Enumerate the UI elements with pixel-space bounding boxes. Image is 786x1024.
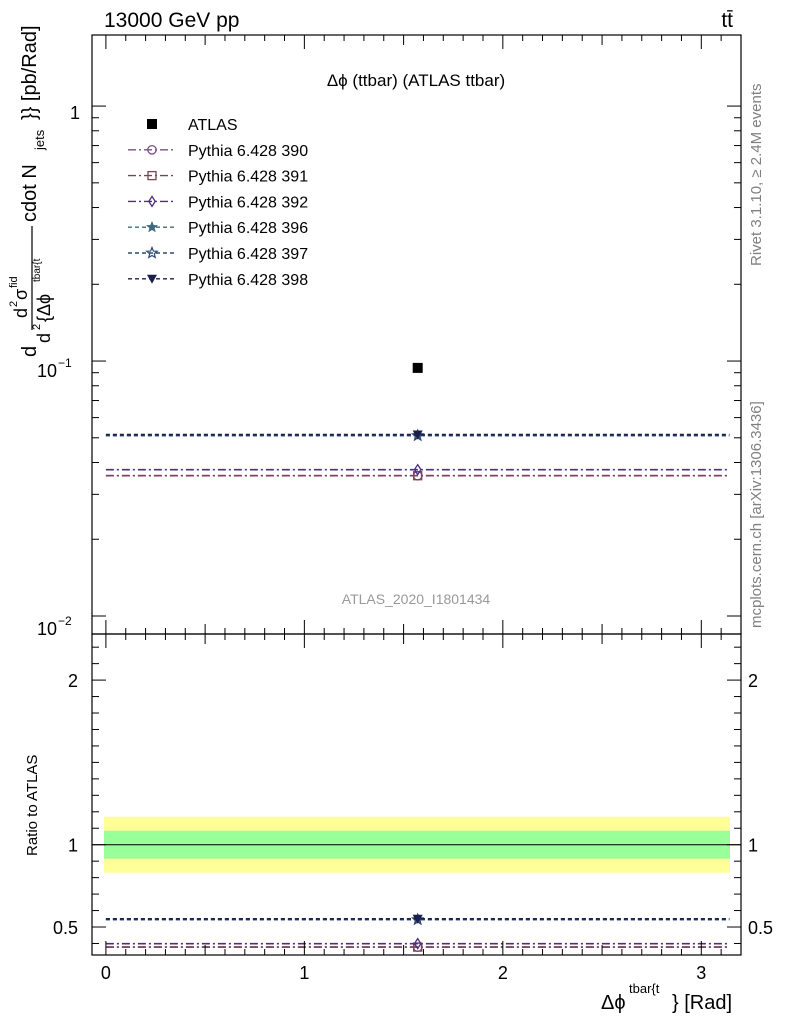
x-tick-label-3: 3 [696,963,706,983]
ratio-point-5 [412,914,423,924]
ylabel-tail: }} [pb/Rad] [19,25,41,120]
ylabel-den-d: d [34,333,54,343]
legend-label-1: Pythia 6.428 390 [188,143,308,160]
legend-label-5: Pythia 6.428 397 [188,246,308,263]
y-tick-label-0.1-exp: −1 [58,356,72,370]
legend-marker-6 [147,274,157,284]
main-point-0 [412,362,423,373]
ylabel-num-sup: 2 [8,301,20,307]
analysis-label: ATLAS_2020_I1801434 [342,591,491,607]
ylabel-num-d: d [11,308,31,318]
y-tick-label-1: 1 [70,103,80,123]
ylabel-d: d [19,346,41,357]
main-point-2 [413,471,423,481]
ratio-y-tick-label-2: 2 [68,671,78,691]
ratio-y-tick-label-right-2: 2 [748,671,758,691]
legend-label-3: Pythia 6.428 392 [188,194,308,211]
ylabel-rest-sub: jets [32,129,47,151]
y-tick-label-0.01-exp: −2 [58,614,72,628]
legend-marker-5 [145,245,159,259]
legend-label-6: Pythia 6.428 398 [188,272,308,289]
x-tick-label-0: 0 [101,963,111,983]
legend-label-4: Pythia 6.428 396 [188,220,308,237]
ratio-panel: 0.5 0.5 1 1 2 2 0 1 2 3 [53,633,773,983]
legend-marker-1 [147,144,157,155]
process-label: tt̄ [721,9,733,32]
ylabel-num-sigma: σ [11,289,31,300]
xlabel-tail: } [Rad] [672,992,732,1014]
source-label: mcplots.cern.ch [arXiv:1306.3436] [748,401,765,628]
xlabel-sup: tbar{t [629,981,660,996]
main-title: Δϕ (ttbar) (ATLAS ttbar) [327,71,505,90]
ylabel-rest: cdot N [19,164,41,222]
ratio-y-axis-label: Ratio to ATLAS [24,755,41,856]
y-tick-label-0.1: 10 [37,361,57,381]
ratio-point-2 [413,937,422,950]
legend-marker-2 [147,170,157,181]
main-point-6 [412,430,423,440]
legend-marker-0 [147,119,157,129]
xlabel-main: Δϕ [601,992,626,1014]
ylabel-num-sup2: fid [8,276,20,288]
main-y-axis-label: d d 2 σ fid d 2 {Δϕ tbar{t cdot N jets }… [8,25,54,357]
ratio-y-tick-label-right-0: 0.5 [748,918,773,938]
ylabel-den-sup: 2 [31,324,43,330]
y-tick-label-0.01: 10 [37,619,57,639]
x-tick-label-1: 1 [299,963,309,983]
legend-label-0: ATLAS [188,117,238,134]
legend-label-2: Pythia 6.428 391 [188,169,308,186]
x-tick-label-2: 2 [498,963,508,983]
main-y-tick-labels: 1 10 −1 10 −2 [37,103,80,639]
legend: ATLAS Pythia 6.428 390 Pythia 6.428 391 Pyt… [128,117,308,289]
main-panel: Δϕ (ttbar) (ATLAS ttbar) ATLAS_2020_I180… [91,34,742,635]
ratio-y-tick-label-0: 0.5 [53,918,78,938]
main-point-3 [413,463,422,476]
ylabel-den-phi: {Δϕ [34,294,54,322]
ratio-y-tick-label-1: 1 [68,836,78,856]
legend-marker-4 [145,220,159,233]
ylabel-den-sup2: tbar{t [32,258,43,282]
rivet-label: Rivet 3.1.10, ≥ 2.4M events [748,84,765,267]
x-axis-label: Δϕ tbar{t } [Rad] [601,981,732,1014]
ratio-frame [91,633,742,956]
ratio-y-tick-label-right-1: 1 [748,836,758,856]
legend-marker-3 [148,195,156,208]
energy-label: 13000 GeV pp [104,9,239,32]
